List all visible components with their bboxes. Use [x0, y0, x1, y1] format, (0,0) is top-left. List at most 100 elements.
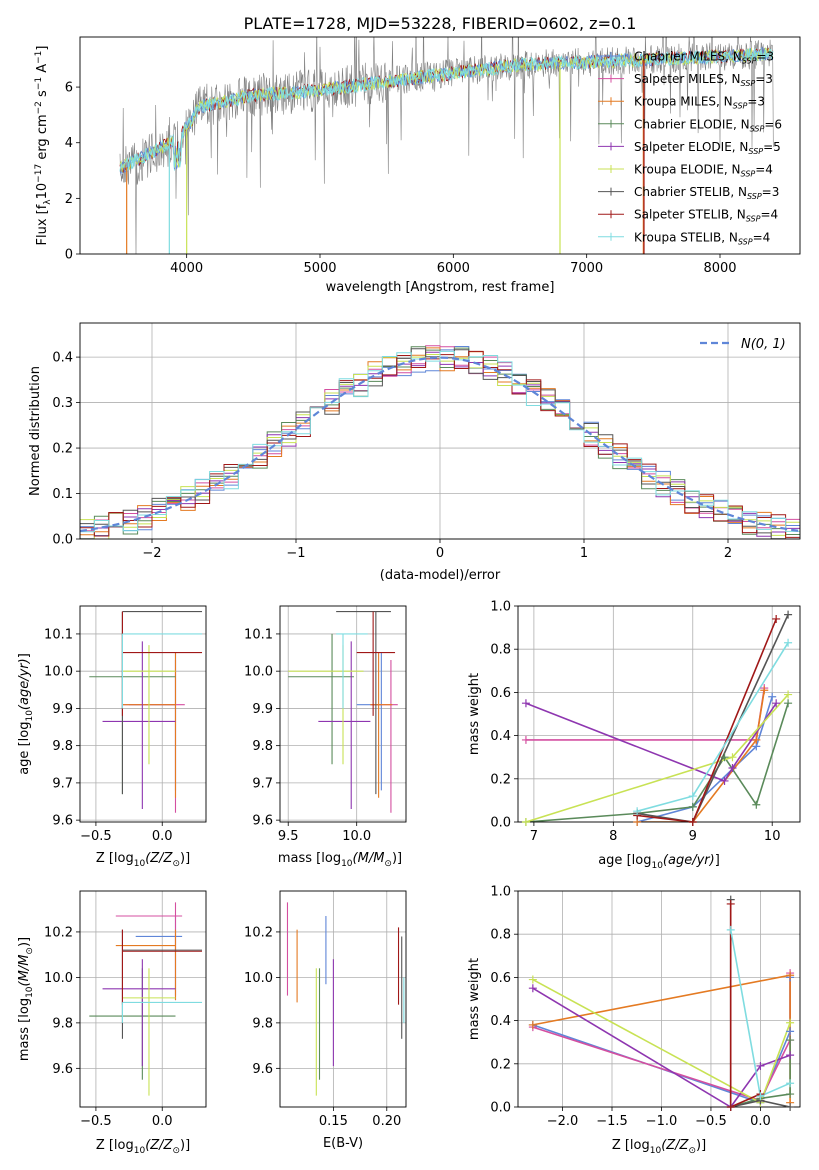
- series-marker: [786, 1103, 795, 1111]
- panel-residuals: −2 −1 0 1 2 0.0 0.1 0.2 0.3 0.4 (data-model)/error…: [28, 322, 801, 583]
- legend-entry: N(0, 1): [741, 337, 786, 352]
- gaussian-curve: [80, 356, 800, 533]
- series-line-3: [730, 1040, 791, 1107]
- model-line-8: [119, 48, 774, 171]
- x-tick-label: 0.20: [372, 1114, 401, 1129]
- panel-mass_weight_vs_age: 7 8 9 10 0.0 0.2 0.4 0.6 0.8 1.0 mass weight age [l…: [467, 600, 801, 871]
- legend-entry: Chabrier STELIB, NSSP=3: [634, 185, 779, 201]
- panel-mass_vs_Z: −0.5 0.0 9.6 9.8 10.0 10.2 Z [log10(Z/Z⊙)] mass…: [17, 890, 207, 1156]
- legend-entry: Chabrier MILES, NSSP=3: [634, 50, 774, 66]
- histogram-8: [80, 350, 800, 539]
- y-tick-label: 9.9: [252, 702, 273, 717]
- y-tick-label: 6: [65, 81, 73, 96]
- series-marker: [784, 690, 793, 699]
- x-axis-label: E(B-V): [323, 1136, 363, 1151]
- x-tick-label: −2.0: [547, 1114, 579, 1129]
- axis-label: mass [log10(M/M⊙)]: [278, 851, 402, 869]
- series-marker: [521, 818, 530, 826]
- x-tick-label: 2: [724, 546, 732, 561]
- series-marker: [784, 699, 793, 708]
- x-axis-label: wavelength [Angstrom, rest frame]: [326, 280, 555, 295]
- series-marker: [728, 753, 737, 762]
- series-marker: [772, 614, 781, 623]
- series-marker: [528, 975, 537, 984]
- x-axis-label: age [log10(age/yr)]: [598, 853, 720, 871]
- x-tick-label: −2: [142, 546, 161, 561]
- y-tick-label: 0.4: [52, 351, 73, 366]
- series-marker: [728, 764, 737, 772]
- y-tick-label: 10.0: [44, 971, 73, 986]
- plot-area: [119, 37, 774, 254]
- y-tick-label: 0.0: [490, 816, 511, 831]
- panel-age_vs_Z: −0.5 0.0 9.6 9.7 9.8 9.9 10.0 10.1 Z [log10(Z/Z⊙…: [17, 605, 207, 869]
- plot-area: [532, 899, 791, 1107]
- plot-area: [525, 614, 789, 822]
- series-marker: [528, 1020, 537, 1029]
- series-marker: [528, 984, 537, 993]
- series-marker: [752, 800, 761, 809]
- y-tick-label: 0.2: [52, 442, 73, 457]
- series-marker: [756, 1061, 765, 1070]
- legend-entry: Salpeter MILES, NSSP=3: [634, 72, 773, 88]
- x-tick-label: −1.0: [646, 1114, 678, 1129]
- spectrum-data-line: [119, 37, 774, 254]
- panel-mass_vs_ebv: 0.15 0.20 9.6 9.8 10.0 10.2 E(B-V): [244, 890, 407, 1151]
- y-axis-label: mass weight: [467, 673, 482, 755]
- series-marker: [786, 1027, 795, 1036]
- axes-frame: [279, 605, 407, 823]
- series-marker: [752, 735, 761, 744]
- series-marker: [521, 699, 530, 708]
- series-marker: [786, 1090, 795, 1099]
- series-marker: [688, 802, 697, 811]
- y-tick-label: 9.8: [52, 1016, 73, 1031]
- y-tick-label: 4: [65, 136, 73, 151]
- series-marker: [786, 1018, 795, 1027]
- series-marker: [772, 699, 781, 708]
- series-marker: [784, 610, 793, 619]
- y-axis-label: Normed distribution: [28, 366, 43, 496]
- series-marker: [688, 792, 697, 801]
- y-tick-label: 9.9: [52, 702, 73, 717]
- x-tick-label: −0.5: [80, 829, 112, 844]
- legend-entry: Kroupa ELODIE, NSSP=4: [634, 163, 773, 179]
- series-line-7: [637, 618, 777, 822]
- series-marker: [768, 692, 777, 701]
- x-tick-label: 0.0: [750, 1114, 771, 1129]
- series-marker: [688, 818, 697, 826]
- plot-area: [286, 902, 405, 1096]
- series-marker: [786, 1051, 795, 1060]
- y-tick-label: 10.1: [244, 627, 273, 642]
- y-tick-label: 0.4: [490, 729, 511, 744]
- series-marker: [726, 899, 735, 908]
- series-line-8: [636, 642, 789, 812]
- axis-label: Z [log10(Z/Z⊙)]: [612, 1138, 706, 1156]
- axes-frame: [79, 36, 801, 255]
- series-marker: [720, 776, 729, 785]
- y-tick-label: 9.7: [52, 776, 73, 791]
- x-tick-label: −0.5: [80, 1114, 112, 1129]
- x-tick-label: 6000: [437, 261, 470, 276]
- x-tick-label: 7: [530, 829, 538, 844]
- y-tick-label: 9.8: [252, 739, 273, 754]
- x-tick-label: 8000: [703, 261, 736, 276]
- x-tick-label: 4000: [170, 261, 203, 276]
- legend-entry: Salpeter STELIB, NSSP=4: [634, 208, 778, 224]
- axes-frame: [79, 890, 207, 1108]
- series-line-3: [525, 702, 789, 822]
- x-tick-label: 0: [436, 546, 444, 561]
- series-marker: [756, 1092, 765, 1101]
- y-tick-label: 0.6: [490, 686, 511, 701]
- y-tick-label: 1.0: [490, 600, 511, 615]
- y-tick-label: 10.2: [44, 925, 73, 940]
- series-marker: [786, 971, 795, 980]
- y-tick-label: 0.6: [490, 971, 511, 986]
- x-tick-label: 9: [689, 829, 697, 844]
- y-tick-label: 0.0: [490, 1101, 511, 1116]
- series-marker: [720, 753, 729, 762]
- y-tick-label: 9.6: [52, 1062, 73, 1077]
- y-tick-label: 9.8: [252, 1016, 273, 1031]
- x-tick-label: −1.5: [596, 1114, 628, 1129]
- panel-mass_weight_vs_Z: −2.0 −1.5 −1.0 −0.5 0.0 0.0 0.2 0.4 0.6 0.8 1.0 mas…: [467, 885, 801, 1156]
- x-tick-label: 7000: [570, 261, 603, 276]
- series-marker: [786, 1036, 795, 1045]
